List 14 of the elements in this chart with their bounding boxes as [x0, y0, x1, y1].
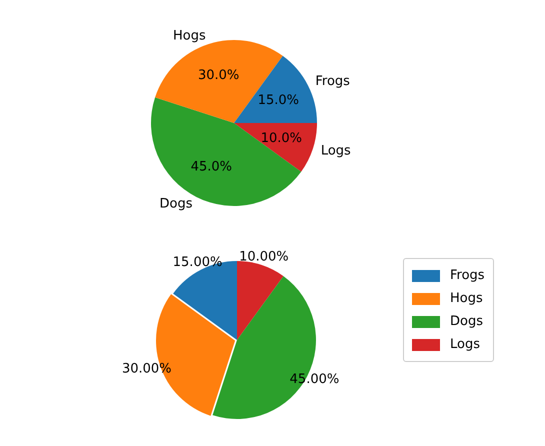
legend-label: Frogs — [450, 268, 485, 283]
slice-label: Hogs — [173, 28, 206, 44]
data-label: 15.0% — [258, 92, 300, 108]
legend-label: Dogs — [450, 314, 483, 329]
data-label: 10.00% — [239, 250, 289, 265]
data-label: 30.0% — [198, 68, 240, 84]
data-label: 15.00% — [172, 254, 222, 270]
legend-label: Hogs — [450, 291, 483, 306]
slice-label: Dogs — [160, 196, 193, 212]
data-label: 10.0% — [260, 130, 302, 146]
legend-label: Logs — [450, 337, 480, 352]
slice-label: Logs — [320, 144, 352, 159]
slice-label: Frogs — [315, 74, 350, 89]
data-label: 45.0% — [190, 160, 232, 175]
